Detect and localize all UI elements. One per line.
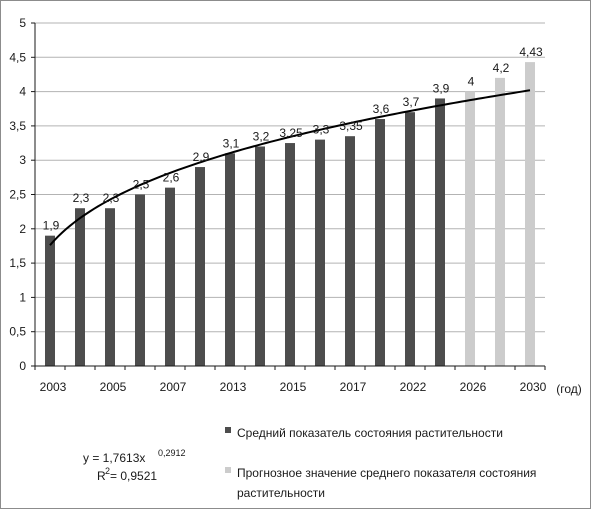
bar-2013 [225,153,235,366]
legend-label: Средний показатель состояния растительно… [237,426,503,440]
data-label: 3,1 [223,136,240,150]
y-tick-label: 4 [19,85,26,99]
x-axis-unit: (год) [556,382,582,396]
x-tick-label: 2003 [40,380,67,394]
legend-label: растительности [237,486,325,500]
data-label: 2,9 [193,150,210,164]
data-label: 3,2 [253,129,270,143]
x-tick-label: 2026 [460,380,487,394]
bar-2006 [135,194,145,366]
y-tick-label: 3 [19,153,26,167]
y-tick-label: 0,5 [9,325,26,339]
y-tick-label: 4,5 [9,50,26,64]
x-tick-label: 2013 [220,380,247,394]
bar-2016 [315,139,325,366]
y-tick-label: 2 [19,222,26,236]
legend-label: Прогнозное значение среднего показателя … [237,466,536,480]
bar-2009 [195,167,205,366]
bar-2007 [165,187,175,366]
data-label: 3,7 [403,95,420,109]
bar-2004 [75,208,85,366]
trend-equation-text: y = 1,7613x [83,451,145,465]
bar-2019 [375,119,385,366]
data-label: 2,3 [103,191,120,205]
bar-2030 [525,62,535,367]
data-label: 1,9 [43,219,60,233]
legend-swatch-actual [225,427,231,433]
gridlines [35,22,545,333]
y-tick-label: 3,5 [9,119,26,133]
trend-equation: y = 1,7613x 0,2912 R 2 = 0,9521 [83,448,186,483]
x-tick-label: 2022 [400,380,427,394]
r-squared-label: R [97,469,106,483]
bar-2022 [405,112,415,367]
y-tick-label: 2,5 [9,188,26,202]
y-tick-label: 0 [19,359,26,373]
y-tick-label: 5 [19,16,26,30]
data-label: 4,2 [493,61,510,75]
y-tick-label: 1,5 [9,256,26,270]
data-label: 3,35 [339,119,363,133]
r-squared-sup: 2 [105,466,110,476]
legend-swatch-forecast [225,467,231,473]
bars [45,62,535,367]
data-label: 2,3 [73,191,90,205]
bar-2005 [105,208,115,366]
data-label: 3,3 [313,123,330,137]
bar-2003 [45,235,55,366]
trend-equation-exponent: 0,2912 [158,448,186,458]
bar-2015 [285,143,295,366]
x-tick-label: 2017 [340,380,367,394]
x-tick-label: 2015 [280,380,307,394]
bar-2014 [255,146,265,366]
x-tick-label: 2030 [520,380,547,394]
bar-2026 [465,91,475,366]
legend: Средний показатель состояния растительно… [225,426,536,500]
bar-2024 [435,98,445,367]
bar-2017 [345,136,355,366]
bar-2028 [495,77,505,366]
data-labels: 1,9 2,3 2,3 2,5 2,6 2,9 3,1 3,2 3,25 3,3 3,35 3,6 3,… [43,45,543,233]
x-tick-label: 2005 [100,380,127,394]
data-label: 2,6 [163,171,180,185]
trendline-group [49,89,531,246]
data-label: 4,43 [519,45,543,59]
data-label: 3,9 [433,81,450,95]
data-label: 3,25 [279,126,303,140]
data-label: 3,6 [373,102,390,116]
data-label: 4 [468,75,475,89]
r-squared-value: = 0,9521 [110,469,157,483]
trendline [49,89,531,246]
data-label: 2,5 [133,178,150,192]
axes: 0 0,5 1 1,5 2 2,5 3 3,5 4 4,5 5 2003 2005 2007 2013 201… [9,16,581,396]
x-tick-label: 2007 [160,380,187,394]
y-tick-label: 1 [19,290,26,304]
